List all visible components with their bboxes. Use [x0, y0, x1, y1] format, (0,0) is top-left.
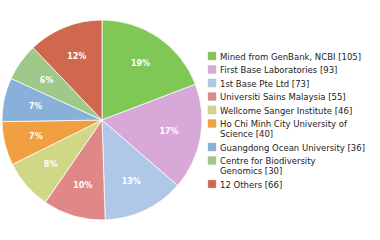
data-label: 6%: [40, 76, 54, 85]
legend-item: Centre for BiodiversityGenomics [30]: [208, 156, 316, 176]
legend-swatch: [208, 157, 216, 165]
legend-label: First Base Laboratories [93]: [220, 65, 337, 75]
data-label: 13%: [122, 177, 141, 186]
legend-item: Mined from GenBank, NCBI [105]: [208, 52, 361, 62]
pie-slice: [33, 20, 102, 120]
chart: 19% 17% 13% 10% 8% 7% 7% 6% 12% Mined from GenBan…: [0, 0, 380, 240]
legend-label-line: Wellcome Sanger Institute [46]: [220, 106, 352, 116]
data-label: 19%: [131, 59, 150, 68]
legend-item: Ho Chi Minh City University ofScience [4…: [208, 119, 348, 139]
legend-label: 12 Others [66]: [220, 180, 282, 190]
legend-label-line: 1st Base Pte Ltd [73]: [220, 79, 309, 89]
legend-label-line: Science [40]: [220, 129, 273, 139]
legend-item: Guangdong Ocean University [36]: [208, 143, 365, 153]
legend-item: First Base Laboratories [93]: [208, 65, 337, 75]
legend-swatch: [208, 143, 216, 151]
legend-label-line: Guangdong Ocean University [36]: [220, 143, 365, 153]
data-labels: 19% 17% 13% 10% 8% 7% 7% 6% 12%: [29, 52, 179, 189]
legend: Mined from GenBank, NCBI [105] First Base…: [208, 52, 365, 190]
legend-label: Ho Chi Minh City University ofScience [4…: [220, 119, 348, 139]
legend-label-line: 12 Others [66]: [220, 180, 282, 190]
legend-label-line: Ho Chi Minh City University of: [220, 119, 348, 129]
legend-swatch: [208, 93, 216, 101]
legend-swatch: [208, 120, 216, 128]
data-label: 12%: [67, 52, 86, 61]
legend-label: Mined from GenBank, NCBI [105]: [220, 52, 361, 62]
legend-label: Guangdong Ocean University [36]: [220, 143, 365, 153]
legend-swatch: [208, 106, 216, 114]
legend-item: 12 Others [66]: [208, 180, 282, 190]
data-label: 8%: [44, 160, 58, 169]
legend-item: Universiti Sains Malaysia [55]: [208, 92, 346, 102]
legend-item: 1st Base Pte Ltd [73]: [208, 79, 309, 89]
pie-slice: [102, 120, 178, 220]
legend-label: 1st Base Pte Ltd [73]: [220, 79, 309, 89]
data-label: 10%: [73, 181, 92, 190]
legend-label: Wellcome Sanger Institute [46]: [220, 106, 352, 116]
legend-label: Centre for BiodiversityGenomics [30]: [220, 156, 316, 176]
legend-label-line: Centre for Biodiversity: [220, 156, 316, 166]
legend-item: Wellcome Sanger Institute [46]: [208, 106, 352, 116]
pie: [2, 20, 202, 220]
legend-label: Universiti Sains Malaysia [55]: [220, 92, 346, 102]
legend-label-line: First Base Laboratories [93]: [220, 65, 337, 75]
legend-swatch: [208, 52, 216, 60]
legend-swatch: [208, 66, 216, 74]
legend-label-line: Mined from GenBank, NCBI [105]: [220, 52, 361, 62]
data-label: 7%: [29, 102, 43, 111]
data-label: 7%: [29, 132, 43, 141]
legend-label-line: Universiti Sains Malaysia [55]: [220, 92, 346, 102]
legend-label-line: Genomics [30]: [220, 166, 282, 176]
data-label: 17%: [159, 127, 178, 136]
legend-swatch: [208, 79, 216, 87]
pie-slice: [2, 120, 102, 164]
legend-swatch: [208, 180, 216, 188]
